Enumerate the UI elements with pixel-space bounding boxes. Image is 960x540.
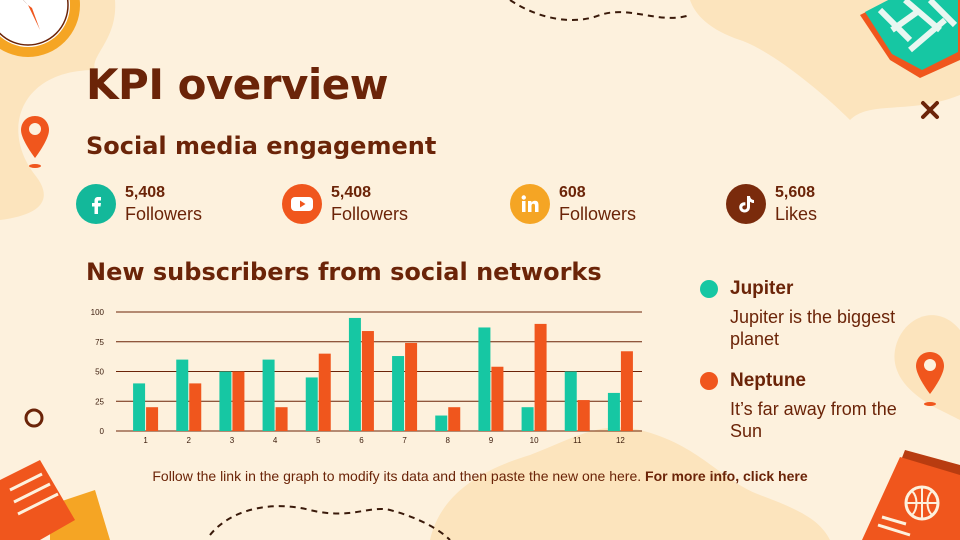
map-icon: [860, 0, 960, 78]
footer-text: Follow the link in the graph to modify i…: [152, 468, 642, 484]
y-tick-label: 100: [91, 308, 105, 317]
y-tick-label: 75: [95, 338, 104, 347]
linkedin-icon: [510, 184, 550, 224]
linkedin-count: 608: [559, 184, 586, 201]
x-tick-label: 7: [402, 436, 407, 445]
x-tick-label: 5: [316, 436, 321, 445]
facebook-icon: [76, 184, 116, 224]
y-tick-label: 25: [95, 397, 104, 406]
x-tick-label: 1: [143, 436, 148, 445]
y-tick-label: 0: [100, 427, 105, 436]
linkedin-label: Followers: [559, 204, 637, 224]
y-tick-label: 50: [95, 368, 104, 377]
bar-neptune: [146, 407, 159, 431]
legend-desc-neptune: It’s far away from the Sun: [730, 399, 897, 441]
youtube-count: 5,408: [331, 184, 372, 201]
stat-facebook: 5,408 Followers: [76, 183, 202, 225]
bar-jupiter: [392, 356, 405, 431]
tiktok-count: 5,608: [775, 184, 816, 201]
ticket-icon: [0, 460, 110, 540]
section-subtitle: Social media engagement: [86, 132, 437, 160]
ring-decoration: [24, 408, 44, 428]
bar-neptune: [405, 342, 418, 431]
location-pin-icon: [916, 352, 944, 406]
bar-jupiter: [435, 415, 448, 431]
bar-jupiter: [348, 317, 361, 431]
x-tick-label: 11: [573, 436, 582, 445]
bar-neptune: [361, 331, 374, 431]
passport-icon: [862, 450, 960, 540]
bar-jupiter: [305, 377, 318, 431]
youtube-label: Followers: [331, 204, 409, 224]
stat-tiktok: 5,608 Likes: [726, 183, 817, 225]
youtube-icon: [282, 184, 322, 224]
facebook-count: 5,408: [125, 184, 166, 201]
x-tick-label: 10: [530, 436, 539, 445]
bar-neptune: [189, 383, 202, 431]
bar-jupiter: [219, 371, 232, 431]
stat-linkedin: 608 Followers: [510, 183, 636, 225]
stat-youtube: 5,408 Followers: [282, 183, 408, 225]
bar-jupiter: [262, 359, 275, 431]
legend-name-jupiter: Jupiter: [730, 278, 794, 299]
bar-neptune: [318, 353, 331, 431]
bar-neptune: [448, 407, 461, 431]
x-tick-label: 2: [187, 436, 192, 445]
bar-neptune: [275, 407, 288, 431]
tiktok-label: Likes: [775, 204, 818, 224]
x-tick-label: 12: [616, 436, 625, 445]
tiktok-icon: [726, 184, 766, 224]
bar-neptune: [491, 366, 504, 431]
legend-desc-jupiter: Jupiter is the biggest planet: [730, 307, 896, 349]
bar-neptune: [577, 400, 590, 431]
chart-title: New subscribers from social networks: [86, 258, 602, 286]
legend-dot-neptune: [700, 372, 718, 390]
bar-neptune: [534, 323, 547, 431]
location-pin-icon: [21, 116, 49, 168]
x-tick-label: 4: [273, 436, 278, 445]
close-mark-icon: [921, 101, 939, 119]
bar-neptune: [232, 371, 245, 431]
bar-jupiter: [133, 383, 146, 431]
bar-jupiter: [564, 371, 577, 431]
bar-jupiter: [607, 392, 620, 431]
x-tick-label: 6: [359, 436, 364, 445]
x-tick-label: 3: [230, 436, 235, 445]
bar-jupiter: [176, 359, 189, 431]
footer-note: Follow the link in the graph to modify i…: [0, 468, 960, 484]
legend-dot-jupiter: [700, 280, 718, 298]
x-tick-label: 9: [489, 436, 494, 445]
page-title: KPI overview: [86, 60, 389, 109]
x-tick-label: 8: [446, 436, 451, 445]
more-info-link[interactable]: For more info, click here: [645, 468, 808, 484]
bar-neptune: [620, 351, 633, 431]
bar-jupiter: [478, 327, 491, 431]
facebook-label: Followers: [125, 204, 203, 224]
bar-jupiter: [521, 407, 534, 431]
compass-icon: [0, 0, 80, 57]
legend-name-neptune: Neptune: [730, 370, 806, 391]
